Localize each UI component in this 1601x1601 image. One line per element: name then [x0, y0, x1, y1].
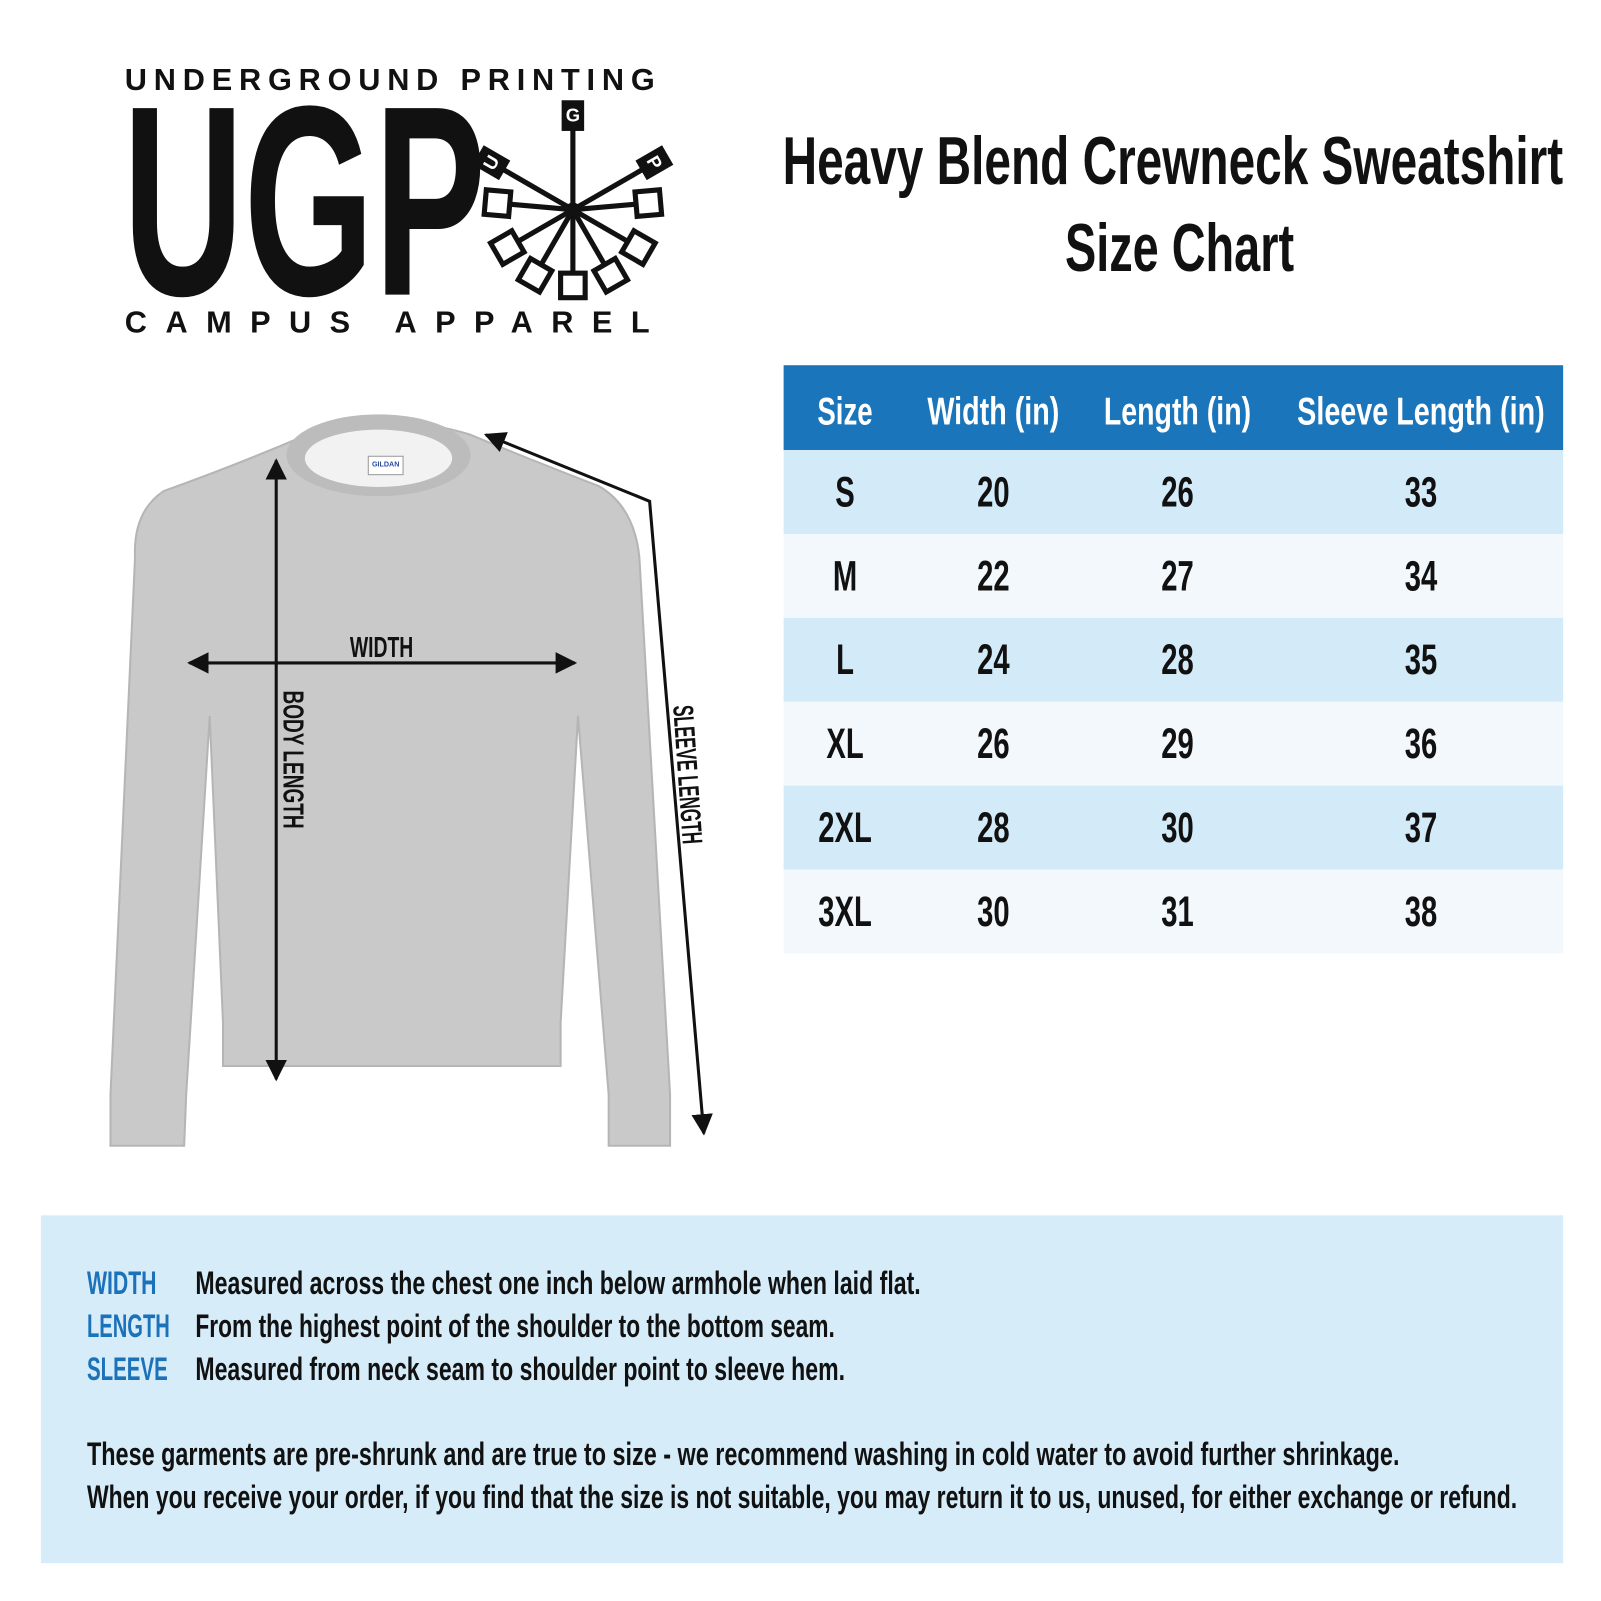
tag	[367, 455, 404, 476]
title: Heavy Blend Crewneck Sweatshirt	[783, 124, 1564, 199]
table-cell: 27	[1161, 552, 1194, 600]
icon-square	[487, 227, 528, 268]
table-cell: 30	[1161, 803, 1194, 851]
icon-square	[481, 187, 514, 220]
definition-term: SLEEVE	[87, 1350, 168, 1387]
icon-spoke	[496, 164, 575, 212]
definition-text: Measured across the chest one inch below…	[195, 1264, 920, 1301]
table-cell: 29	[1161, 719, 1194, 767]
table-cell: 37	[1405, 803, 1438, 851]
icon-paddle-box	[561, 100, 585, 131]
footer-text: When you receive your order, if you find…	[87, 1478, 1517, 1515]
table-cell: 31	[1161, 887, 1194, 935]
table-cell: 36	[1405, 719, 1438, 767]
icon-spoke	[571, 207, 630, 244]
table-cell: 2XL	[818, 803, 872, 851]
column-header: Width (in)	[927, 391, 1059, 434]
table-cell: 28	[1161, 636, 1194, 684]
table-cell: 22	[977, 552, 1010, 600]
column-header: Sleeve Length (in)	[1297, 391, 1545, 434]
width-label: WIDTH	[350, 632, 413, 664]
logo-icon: U G P	[472, 100, 674, 301]
column-header: Size	[817, 391, 872, 434]
definition-text: Measured from neck seam to shoulder poin…	[195, 1350, 845, 1387]
table-cell: 26	[1161, 468, 1194, 516]
table-row-bg	[783, 869, 1564, 954]
sleeve-length-label: SLEEVE LENGTH	[666, 704, 708, 845]
icon-square	[514, 255, 556, 296]
table-cell: 24	[977, 636, 1010, 684]
body-length-label: BODY LENGTH	[276, 691, 308, 829]
table-row-bg	[783, 617, 1564, 702]
notes: WIDTH Measured across the chest one inch …	[87, 1264, 1517, 1515]
table-cell: 28	[977, 803, 1010, 851]
icon-square	[618, 227, 659, 268]
table-cell: 38	[1405, 887, 1438, 935]
tag-label: GILDAN	[372, 460, 399, 468]
table-cell: 30	[977, 887, 1010, 935]
footer-text: These garments are pre-shrunk and are tr…	[87, 1435, 1400, 1472]
notes-box	[40, 1215, 1564, 1564]
icon-square	[590, 255, 631, 296]
column-header: Length (in)	[1104, 391, 1251, 434]
size-table: Size Width (in) Length (in) Sleeve Length (…	[783, 365, 1564, 954]
table-row-bg	[783, 534, 1564, 618]
table-header-bg	[783, 365, 1564, 451]
icon-spoke	[570, 208, 607, 266]
table-cell: 34	[1405, 552, 1438, 600]
icon-spoke	[516, 207, 575, 244]
icon-spoke	[538, 208, 576, 266]
icon-paddle-box	[635, 145, 674, 181]
definition-text: From the highest point of the shoulder t…	[195, 1307, 834, 1344]
icon-paddle: U	[472, 145, 511, 181]
sweatshirt	[109, 421, 672, 1147]
logo-top: UNDERGROUND PRINTING	[125, 62, 655, 97]
table-cell: 33	[1405, 468, 1438, 516]
table-cell: 26	[977, 719, 1010, 767]
icon-paddle: P	[635, 145, 674, 181]
table-cell: S	[835, 468, 854, 516]
icon-paddle-box	[472, 145, 511, 181]
table-cell: 20	[977, 468, 1010, 516]
table-row-bg	[783, 785, 1564, 870]
icon-square	[558, 270, 588, 301]
sweatshirt-diagram: GILDAN WIDTH BODY LENGTH SLEEVE LENGTH	[109, 414, 713, 1147]
icon-letter: G	[566, 105, 580, 126]
icon-spoke	[572, 201, 637, 213]
icon-paddle: G	[561, 100, 585, 131]
table-row-bg	[783, 701, 1564, 786]
table-cell: M	[833, 552, 857, 600]
icon-spoke	[571, 164, 650, 212]
logo-mark: UGP	[123, 51, 486, 353]
table-cell: XL	[826, 719, 863, 767]
icon-spoke	[509, 201, 574, 213]
subtitle: Size Chart	[1065, 211, 1294, 286]
table-cell: 3XL	[818, 887, 872, 935]
definition-term: WIDTH	[87, 1264, 157, 1301]
definition-term: LENGTH	[87, 1307, 170, 1344]
sleeve-arrow	[483, 432, 713, 1136]
table-row-bg	[783, 450, 1564, 535]
table-cell: 35	[1405, 636, 1438, 684]
icon-square	[632, 187, 665, 220]
table-cell: L	[836, 636, 854, 684]
